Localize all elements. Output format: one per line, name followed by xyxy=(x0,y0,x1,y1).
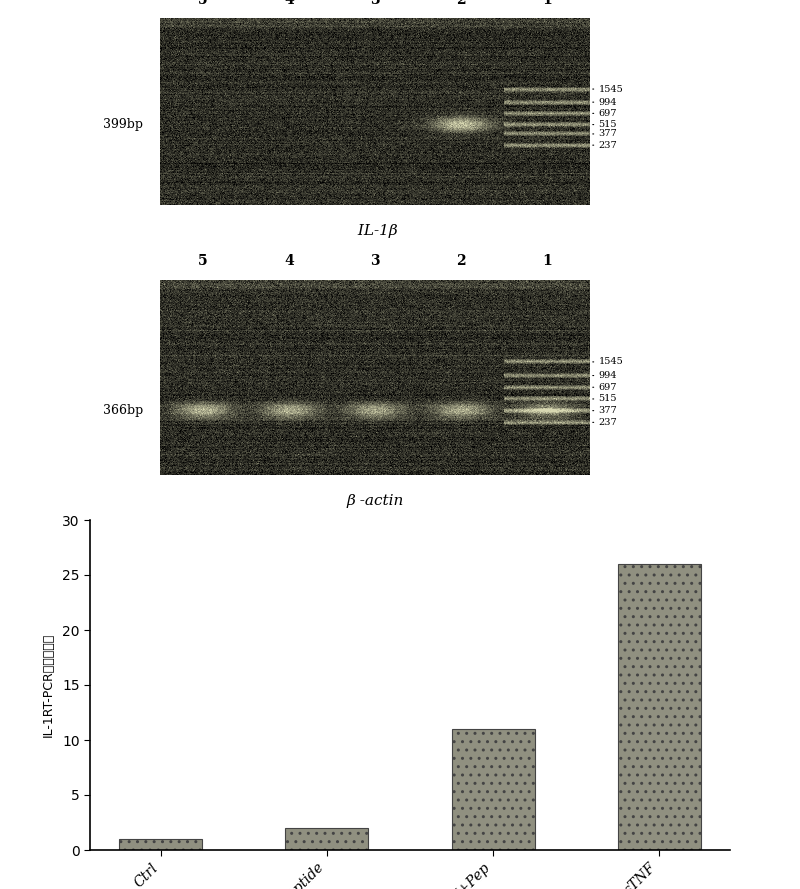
Text: 3: 3 xyxy=(370,0,380,7)
Text: 697: 697 xyxy=(598,108,617,118)
Text: 5: 5 xyxy=(198,254,208,268)
Text: 697: 697 xyxy=(598,383,617,392)
Bar xyxy=(451,729,534,850)
Text: 994: 994 xyxy=(598,371,617,380)
Text: 4: 4 xyxy=(284,0,294,7)
Bar xyxy=(618,564,701,850)
Text: 994: 994 xyxy=(598,98,617,107)
Text: 515: 515 xyxy=(598,395,617,404)
Text: 237: 237 xyxy=(598,418,618,427)
Bar xyxy=(119,839,202,850)
Text: 4: 4 xyxy=(284,254,294,268)
Text: 377: 377 xyxy=(598,406,618,415)
Text: 515: 515 xyxy=(598,120,617,129)
Text: 1: 1 xyxy=(542,254,552,268)
Text: IL-1β: IL-1β xyxy=(353,224,398,237)
Text: 1545: 1545 xyxy=(598,357,623,366)
Text: 399bp: 399bp xyxy=(102,118,143,131)
Text: 1545: 1545 xyxy=(598,84,623,93)
Text: β -actin: β -actin xyxy=(346,494,404,509)
Text: 5: 5 xyxy=(198,0,208,7)
Text: 366bp: 366bp xyxy=(102,404,143,417)
Y-axis label: IL-1RT-PCR产物相对量: IL-1RT-PCR产物相对量 xyxy=(42,633,55,737)
Text: 3: 3 xyxy=(370,254,380,268)
Bar xyxy=(286,828,369,850)
Text: 237: 237 xyxy=(598,140,618,149)
Text: 2: 2 xyxy=(456,0,466,7)
Text: 2: 2 xyxy=(456,254,466,268)
Text: 1: 1 xyxy=(542,0,552,7)
Text: 377: 377 xyxy=(598,130,618,139)
